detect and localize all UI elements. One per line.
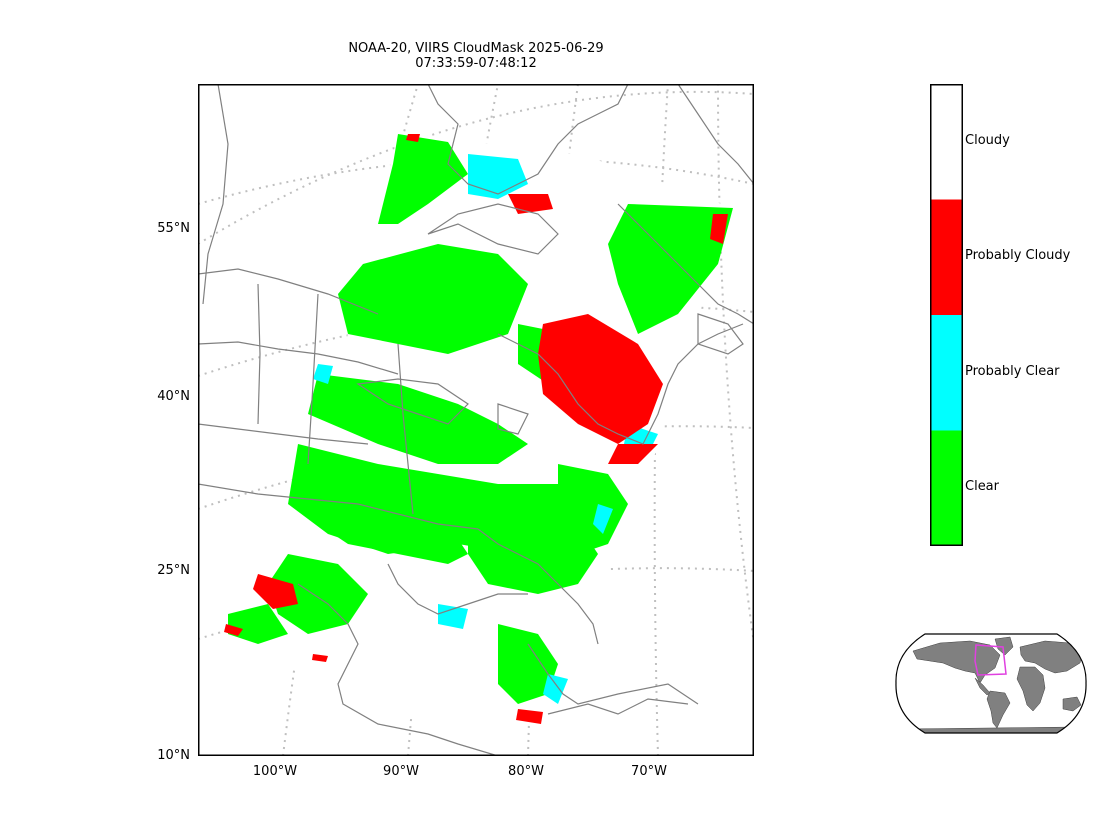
colorbar-label-probably-clear: Probably Clear <box>965 364 1060 379</box>
overview-swath-box <box>974 644 1007 676</box>
lat-label-40n: 40°N <box>157 389 190 404</box>
lon-label-90w: 90°W <box>383 764 419 779</box>
colorbar-cloudy-swatch <box>930 84 963 200</box>
overview-globe <box>895 633 1087 734</box>
colorbar-label-probably-cloudy: Probably Cloudy <box>965 248 1071 263</box>
lon-label-100w: 100°W <box>252 764 298 779</box>
lon-label-80w: 80°W <box>508 764 544 779</box>
colorbar-label-clear: Clear <box>965 479 999 494</box>
lon-label-70w: 70°W <box>631 764 667 779</box>
colorbar <box>930 84 963 546</box>
figure-time-range: 07:33:59-07:48:12 <box>415 56 537 71</box>
colorbar-clear-swatch <box>930 430 963 546</box>
colorbar-label-cloudy: Cloudy <box>965 133 1010 148</box>
lat-label-25n: 25°N <box>157 563 190 578</box>
figure-title: NOAA-20, VIIRS CloudMask 2025-06-29 <box>348 41 604 56</box>
lat-label-10n: 10°N <box>157 748 190 763</box>
coastlines <box>198 84 754 756</box>
lat-label-55n: 55°N <box>157 221 190 236</box>
clear-regions <box>228 134 733 704</box>
colorbar-probably-cloudy-swatch <box>930 199 963 315</box>
cloudmask-map <box>198 84 754 756</box>
colorbar-probably-clear-swatch <box>930 315 963 431</box>
